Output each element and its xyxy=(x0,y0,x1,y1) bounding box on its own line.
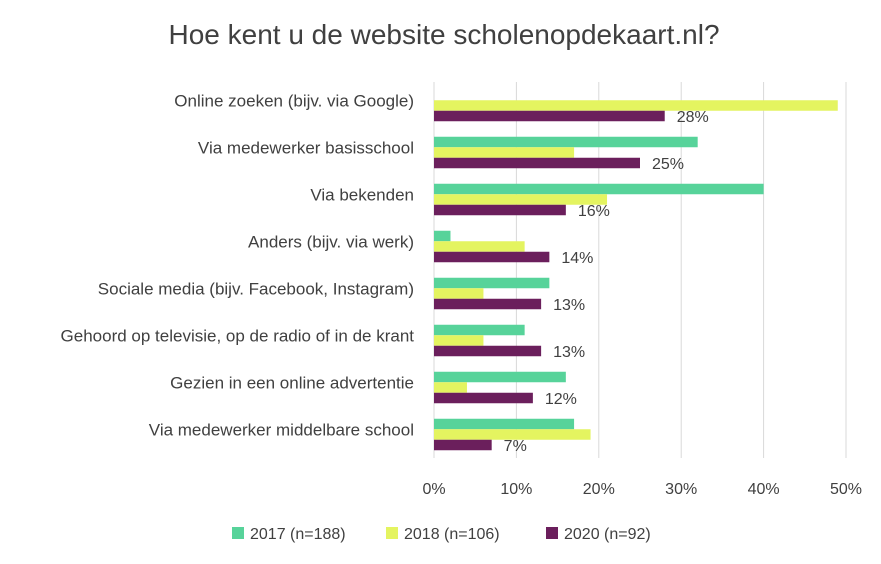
bar xyxy=(434,241,525,252)
data-labels: 28% 25% 16% 14% 13% 13% 12% 7% xyxy=(504,109,709,455)
bar xyxy=(434,298,542,310)
bar xyxy=(434,335,484,346)
bars xyxy=(434,100,838,451)
data-label: 16% xyxy=(578,203,610,220)
category-labels: Online zoeken (bijv. via Google) Via mede… xyxy=(61,92,415,440)
chart-title: Hoe kent u de website scholenopdekaart.n… xyxy=(168,19,719,50)
bar xyxy=(434,183,764,195)
legend-label: 2018 (n=106) xyxy=(404,526,500,543)
x-tick-label: 0% xyxy=(422,481,445,498)
category-label: Via bekenden xyxy=(310,186,414,205)
data-label: 13% xyxy=(553,344,585,361)
data-label: 28% xyxy=(677,109,709,126)
bar xyxy=(434,100,838,111)
x-axis-ticks: 0% 10% 20% 30% 40% 50% xyxy=(422,481,862,498)
data-label: 14% xyxy=(561,250,593,267)
category-label: Via medewerker basisschool xyxy=(198,139,414,158)
bar xyxy=(434,204,566,216)
bar xyxy=(434,194,608,205)
bar xyxy=(434,157,640,169)
bar xyxy=(434,382,467,393)
bar xyxy=(434,324,525,336)
x-tick-label: 10% xyxy=(500,481,532,498)
category-label: Via medewerker middelbare school xyxy=(149,421,414,440)
bar xyxy=(434,251,550,263)
x-tick-label: 50% xyxy=(830,481,862,498)
legend-swatch xyxy=(386,527,398,539)
data-label: 12% xyxy=(545,391,577,408)
data-label: 7% xyxy=(504,438,527,455)
legend-swatch xyxy=(232,527,244,539)
data-label: 25% xyxy=(652,156,684,173)
bar xyxy=(434,147,575,158)
x-tick-label: 20% xyxy=(583,481,615,498)
bar xyxy=(434,392,533,404)
data-label: 13% xyxy=(553,297,585,314)
bar xyxy=(434,136,698,148)
bar xyxy=(434,345,542,357)
category-label: Gehoord op televisie, op de radio of in … xyxy=(61,327,415,346)
bar xyxy=(434,418,575,430)
legend-swatch xyxy=(546,527,558,539)
legend-label: 2020 (n=92) xyxy=(564,526,651,543)
category-label: Online zoeken (bijv. via Google) xyxy=(174,92,414,111)
legend-label: 2017 (n=188) xyxy=(250,526,346,543)
category-label: Anders (bijv. via werk) xyxy=(248,233,414,252)
legend: 2017 (n=188) 2018 (n=106) 2020 (n=92) xyxy=(232,526,651,543)
x-tick-label: 30% xyxy=(665,481,697,498)
bar xyxy=(434,230,451,242)
x-tick-label: 40% xyxy=(748,481,780,498)
bar xyxy=(434,110,665,122)
bar xyxy=(434,288,484,299)
category-label: Sociale media (bijv. Facebook, Instagram… xyxy=(98,280,414,299)
bar xyxy=(434,429,591,440)
bar xyxy=(434,371,566,383)
bar xyxy=(434,277,550,289)
category-label: Gezien in een online advertentie xyxy=(170,374,414,393)
bar xyxy=(434,439,492,451)
